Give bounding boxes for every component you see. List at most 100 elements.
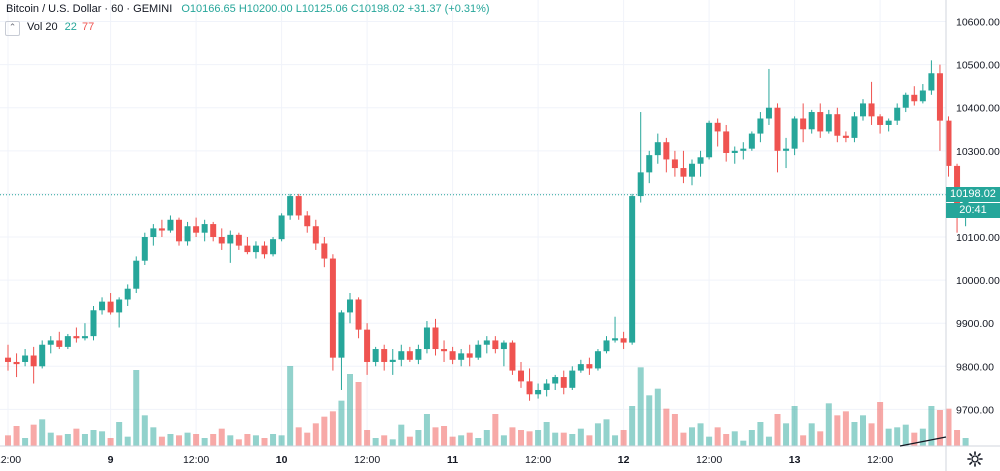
candle-body	[415, 349, 422, 360]
candle-body	[877, 116, 884, 125]
candle-body	[483, 340, 490, 345]
volume-bar	[270, 434, 277, 446]
candle-body	[466, 353, 473, 358]
volume-bar	[791, 406, 798, 446]
candle-body	[150, 228, 157, 238]
time-tick-label: 12:00	[525, 454, 551, 466]
volume-bar	[39, 419, 46, 446]
volume-bar	[90, 430, 97, 446]
candle-body	[90, 310, 97, 337]
volume-bar	[235, 439, 242, 446]
candle-body	[5, 357, 11, 362]
candle-body	[902, 94, 909, 108]
bar-countdown-tag: 20:41	[946, 202, 1000, 218]
gear-icon[interactable]	[965, 449, 985, 469]
candle-body	[321, 243, 328, 259]
candle-body	[355, 299, 362, 330]
candle-body	[287, 196, 294, 216]
volume-bar	[783, 423, 790, 446]
symbol-title[interactable]: Bitcoin / U.S. Dollar · 60 · GEMINI	[6, 3, 173, 15]
volume-bar	[962, 438, 969, 446]
candle-body	[774, 107, 781, 151]
volume-bar	[765, 436, 772, 446]
volume-bar	[56, 435, 63, 446]
volume-bar	[928, 406, 935, 446]
volume-bar	[885, 428, 892, 446]
candle-body	[851, 116, 858, 138]
candle-body	[218, 237, 225, 244]
candle-body	[30, 355, 37, 367]
price-tick-label: 10400.00	[956, 103, 1000, 115]
volume-bar	[860, 415, 866, 446]
candle-body	[227, 234, 234, 244]
candle-body	[406, 351, 413, 360]
candle-body	[458, 353, 465, 360]
candle-body	[158, 228, 165, 231]
volume-bar	[543, 422, 550, 446]
volume-bar	[714, 427, 721, 446]
time-axis-labels[interactable]: 12:00 9 12:00 10 12:00 11 12:00 12 12:00 13 12:00	[0, 454, 893, 466]
volume-bar	[347, 374, 353, 446]
candle-body	[47, 340, 54, 345]
volume-bar	[99, 431, 106, 446]
volume-bar	[646, 395, 653, 446]
candle-body	[518, 370, 524, 382]
candle-body	[116, 299, 123, 313]
volume-bar	[560, 432, 567, 446]
candle-body	[936, 73, 943, 121]
candle-body	[800, 118, 807, 130]
volume-bar	[894, 427, 901, 446]
candle-body	[347, 299, 353, 313]
volume-bar	[364, 430, 371, 446]
candle-body	[637, 172, 644, 197]
volume-bar	[834, 415, 841, 446]
price-axis-labels[interactable]: 9700.00 9800.00 9900.00 10000.00 10100.00 103…	[956, 17, 1000, 417]
volume-bar	[740, 440, 747, 446]
volume-bar	[954, 430, 961, 446]
volume-bar	[500, 435, 507, 446]
candle-body	[654, 142, 661, 156]
candle-body	[244, 245, 251, 253]
volume-bar	[663, 408, 670, 446]
candle-body	[740, 148, 747, 151]
volume-bar	[945, 408, 952, 446]
chevron-up-icon[interactable]: ⌃	[5, 21, 20, 36]
time-tick-label: 12:00	[867, 454, 893, 466]
price-tick-label: 10000.00	[956, 275, 1000, 287]
volume-legend[interactable]: Vol 20 22 77	[27, 21, 94, 33]
candle-body	[270, 239, 277, 255]
candle-body	[184, 226, 191, 242]
volume-bar	[278, 435, 285, 446]
volume-bar	[706, 436, 713, 446]
price-tick-label: 10100.00	[956, 232, 1000, 244]
candle-body	[372, 349, 379, 362]
volume-bar	[526, 431, 533, 446]
volume-bar	[355, 382, 362, 446]
volume-bar	[697, 423, 704, 446]
price-tick-label: 9900.00	[956, 318, 994, 330]
candle-body	[757, 118, 764, 134]
volume-bar	[381, 435, 388, 446]
candle-body	[594, 351, 601, 369]
volume-bar	[423, 414, 430, 446]
volume-bar	[902, 424, 909, 446]
candle-body	[723, 131, 730, 153]
volume-bar	[458, 435, 465, 446]
candle-body	[560, 377, 567, 388]
volume-bar	[184, 432, 191, 446]
volume-bar	[449, 436, 456, 446]
volume-bar	[398, 424, 405, 446]
volume-bar	[911, 432, 918, 446]
volume-value-up: 22	[64, 21, 77, 33]
drawing-trendline[interactable]	[899, 436, 947, 447]
volume-bar	[372, 438, 379, 446]
candle-body	[765, 107, 772, 119]
candle-body	[364, 329, 371, 362]
candle-body	[261, 245, 268, 255]
candle-body	[475, 344, 482, 358]
candle-body	[423, 327, 430, 350]
candle-body	[663, 142, 670, 160]
volume-bar	[842, 411, 849, 446]
volume-bar	[201, 438, 208, 446]
